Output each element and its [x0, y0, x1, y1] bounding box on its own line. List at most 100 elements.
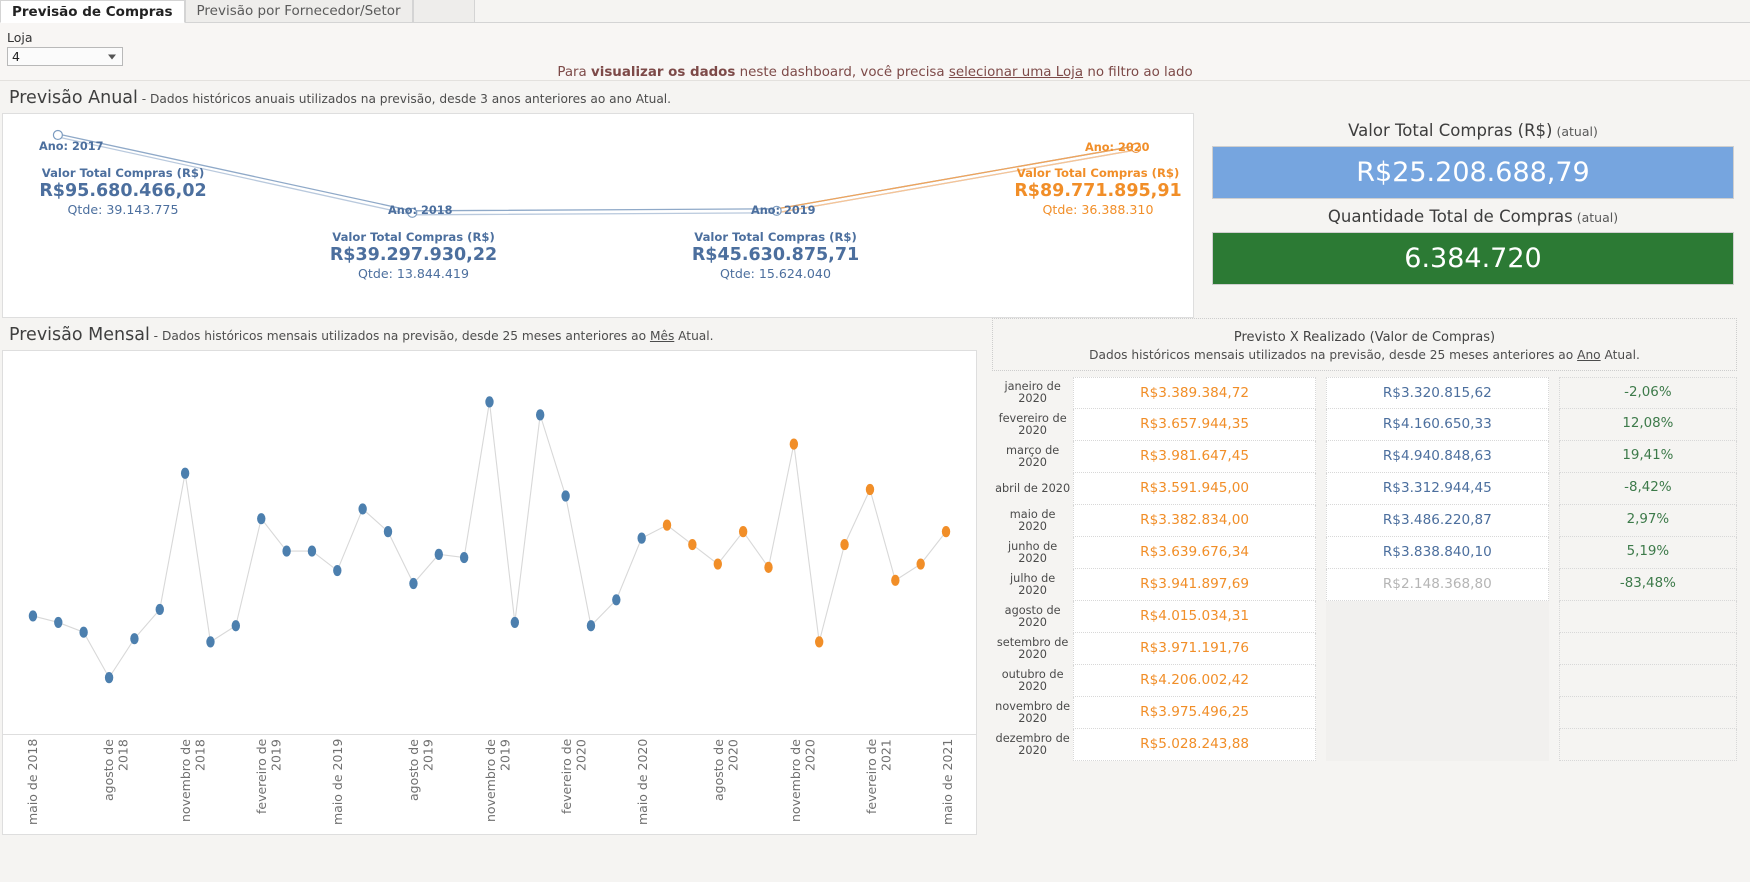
annual-section-heading: Previsão Anual - Dados históricos anuais… — [0, 81, 1750, 113]
table-row: abril de 2020 R$3.591.945,00 R$3.312.944,4… — [992, 473, 1737, 505]
comparison-panel: Previsto X Realizado (Valor de Compras) … — [992, 318, 1737, 835]
kpi-quantidade-total-compras[interactable]: 6.384.720 — [1212, 232, 1734, 285]
monthly-subtitle-a: - Dados históricos mensais utilizados na… — [149, 329, 650, 343]
monthly-data-point[interactable] — [612, 594, 621, 606]
tab-previsao-de-compras[interactable]: Previsão de Compras — [0, 0, 185, 23]
table-cell-realizado[interactable]: R$3.486.220,87 — [1325, 505, 1549, 537]
monthly-section-heading: Previsão Mensal - Dados históricos mensa… — [0, 318, 980, 350]
table-cell-previsto[interactable]: R$3.971.191,76 — [1073, 633, 1316, 665]
table-cell-realizado[interactable]: R$3.838.840,10 — [1325, 537, 1549, 569]
annual-point-block-2020: Valor Total Compras (R$) R$89.771.895,91… — [1003, 166, 1193, 217]
kpi-valor-total-compras[interactable]: R$25.208.688,79 — [1212, 146, 1734, 199]
monthly-data-point[interactable] — [738, 526, 748, 538]
table-cell-previsto[interactable]: R$3.389.384,72 — [1073, 377, 1316, 409]
table-cell-previsto[interactable]: R$3.941.897,69 — [1073, 569, 1316, 601]
table-row: setembro de 2020 R$3.971.191,76 — [992, 633, 1737, 665]
monthly-data-point[interactable] — [282, 545, 291, 557]
monthly-data-point[interactable] — [79, 626, 88, 638]
table-cell-previsto[interactable]: R$4.015.034,31 — [1073, 601, 1316, 633]
monthly-data-point[interactable] — [535, 409, 545, 421]
loja-select[interactable]: 4 — [7, 47, 123, 66]
table-cell-previsto[interactable]: R$3.382.834,00 — [1073, 505, 1316, 537]
banner-text-1: Para — [557, 65, 592, 80]
banner-text-3: no filtro ao lado — [1083, 65, 1193, 80]
table-cell-realizado[interactable]: R$3.312.944,45 — [1325, 473, 1549, 505]
comparison-subtitle-b: Atual. — [1600, 348, 1640, 362]
table-cell-realizado[interactable]: R$4.940.848,63 — [1325, 441, 1549, 473]
table-cell-realizado[interactable]: R$4.160.650,33 — [1325, 409, 1549, 441]
monthly-data-point[interactable] — [662, 519, 672, 531]
tab-previsao-por-fornecedor-setor[interactable]: Previsão por Fornecedor/Setor — [184, 0, 413, 22]
monthly-data-point[interactable] — [815, 636, 824, 648]
table-cell-realizado[interactable] — [1325, 665, 1549, 697]
monthly-data-point[interactable] — [891, 574, 900, 586]
monthly-data-point[interactable] — [637, 532, 646, 544]
table-cell-previsto[interactable]: R$3.639.676,34 — [1073, 537, 1316, 569]
monthly-subtitle-b: Atual. — [674, 329, 714, 343]
comparison-subtitle-underline: Ano — [1577, 348, 1601, 362]
monthly-data-point[interactable] — [561, 490, 570, 502]
monthly-data-point[interactable] — [155, 603, 164, 616]
top-strip: Loja 4 Para visualizar os dados neste da… — [0, 23, 1750, 81]
monthly-data-point[interactable] — [941, 526, 951, 538]
monthly-data-point[interactable] — [333, 564, 342, 577]
table-cell-previsto[interactable]: R$3.981.647,45 — [1073, 441, 1316, 473]
table-cell-previsto[interactable]: R$3.657.944,35 — [1073, 409, 1316, 441]
monthly-data-point[interactable] — [764, 561, 773, 573]
table-cell-month: novembro de 2020 — [995, 700, 1071, 725]
monthly-data-point[interactable] — [358, 503, 367, 515]
table-cell-previsto[interactable]: R$5.028.243,88 — [1073, 729, 1316, 761]
table-row: fevereiro de 2020 R$3.657.944,35 R$4.160.6… — [992, 409, 1737, 441]
table-cell-realizado[interactable]: R$2.148.368,80 — [1325, 569, 1549, 601]
annual-point-2020[interactable] — [1130, 142, 1142, 154]
tab-empty-slot — [412, 0, 475, 22]
monthly-data-point[interactable] — [510, 616, 520, 629]
banner-link[interactable]: selecionar uma Loja — [948, 65, 1084, 80]
monthly-x-tick-label: agosto de 2020 — [711, 739, 741, 801]
monthly-data-point[interactable] — [257, 513, 266, 525]
kpi-title-quantidade-total: Quantidade Total de Compras (atual) — [1212, 199, 1734, 232]
monthly-data-point[interactable] — [54, 616, 63, 629]
monthly-data-point[interactable] — [130, 633, 139, 645]
monthly-data-point[interactable] — [206, 636, 215, 648]
monthly-data-point[interactable] — [28, 610, 38, 622]
monthly-data-point[interactable] — [485, 396, 494, 408]
monthly-data-point[interactable] — [688, 539, 697, 551]
table-cell-previsto[interactable]: R$3.591.945,00 — [1073, 473, 1316, 505]
monthly-data-point[interactable] — [459, 551, 469, 564]
annual-row: Ano: 2017 Valor Total Compras (R$) R$95.… — [0, 113, 1750, 318]
table-cell-realizado[interactable]: R$3.320.815,62 — [1325, 377, 1549, 409]
table-row: agosto de 2020 R$4.015.034,31 — [992, 601, 1737, 633]
table-cell-previsto[interactable]: R$3.975.496,25 — [1073, 697, 1316, 729]
annual-point-block-2017: Valor Total Compras (R$) R$95.680.466,02… — [3, 166, 243, 217]
chevron-down-icon — [108, 54, 116, 59]
table-row: julho de 2020 R$3.941.897,69 R$2.148.368,8… — [992, 569, 1737, 601]
monthly-data-point[interactable] — [789, 438, 799, 450]
monthly-data-point[interactable] — [713, 558, 722, 570]
table-cell-realizado[interactable] — [1325, 601, 1549, 633]
table-cell-realizado[interactable] — [1325, 633, 1549, 665]
annual-qty-2018: Qtde: 13.844.419 — [358, 266, 469, 281]
monthly-data-point[interactable] — [840, 539, 849, 551]
annual-point-2018[interactable] — [407, 207, 418, 218]
monthly-data-point[interactable] — [409, 577, 418, 590]
kpi-valor-total-compras-value: R$25.208.688,79 — [1356, 157, 1590, 188]
monthly-data-point[interactable] — [307, 545, 317, 557]
annual-point-2017[interactable] — [52, 129, 63, 141]
monthly-chart-panel — [2, 350, 977, 735]
monthly-data-point[interactable] — [383, 526, 393, 538]
monthly-data-point[interactable] — [104, 672, 114, 684]
monthly-data-point[interactable] — [916, 558, 925, 570]
monthly-data-point[interactable] — [180, 467, 190, 479]
monthly-data-point[interactable] — [434, 548, 443, 560]
monthly-data-point[interactable] — [865, 483, 875, 496]
tab-bar: Previsão de Compras Previsão por Fornece… — [0, 0, 1750, 23]
table-cell-realizado[interactable] — [1325, 697, 1549, 729]
monthly-data-point[interactable] — [231, 620, 241, 632]
table-cell-previsto[interactable]: R$4.206.002,42 — [1073, 665, 1316, 697]
loja-filter-label: Loja — [7, 30, 33, 45]
annual-point-2019[interactable] — [771, 205, 782, 216]
monthly-data-point[interactable] — [586, 620, 596, 632]
annual-value-2018: R$39.297.930,22 — [329, 245, 498, 265]
table-cell-realizado[interactable] — [1325, 729, 1549, 761]
